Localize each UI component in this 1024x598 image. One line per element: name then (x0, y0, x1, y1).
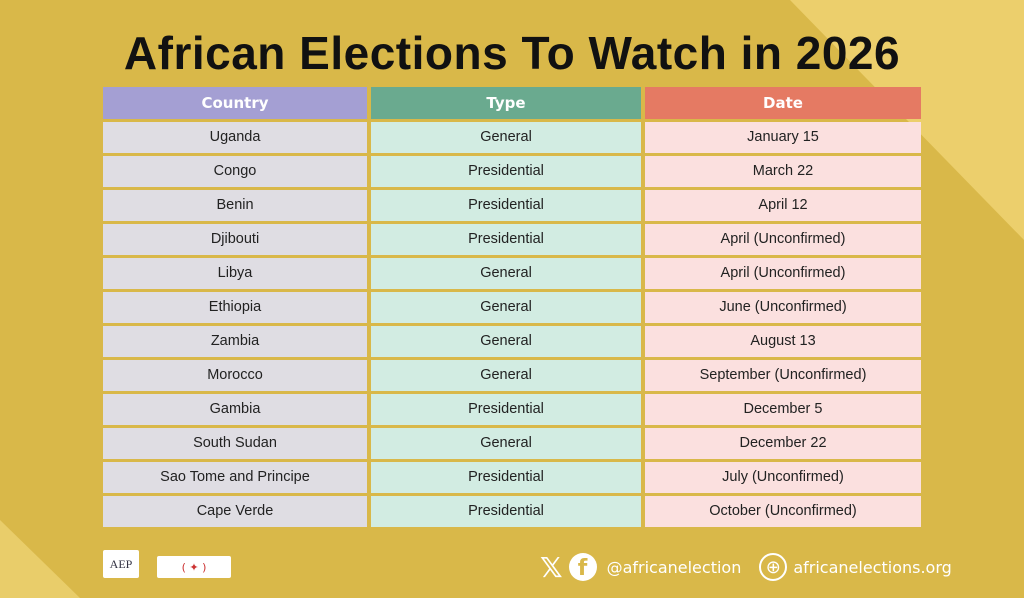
cell-date: December 22 (645, 428, 921, 459)
cell-date: October (Unconfirmed) (645, 496, 921, 527)
cell-date: April (Unconfirmed) (645, 224, 921, 255)
header-country: Country (103, 87, 367, 119)
cell-type: Presidential (371, 394, 641, 425)
cell-date: April (Unconfirmed) (645, 258, 921, 289)
cell-date: January 15 (645, 122, 921, 153)
aep-logo: AEP (103, 550, 139, 578)
cell-date: July (Unconfirmed) (645, 462, 921, 493)
elections-table: Country Type Date Uganda General January 1… (103, 87, 921, 527)
cell-type: General (371, 122, 641, 153)
cell-country: Libya (103, 258, 367, 289)
header-type: Type (371, 87, 641, 119)
cell-country: Benin (103, 190, 367, 221)
cell-type: General (371, 292, 641, 323)
cell-country: Cape Verde (103, 496, 367, 527)
facebook-icon[interactable]: f (568, 553, 597, 581)
penplusbytes-logo: ( ✦ ) (157, 556, 231, 578)
cell-country: Sao Tome and Principe (103, 462, 367, 493)
cell-date: September (Unconfirmed) (645, 360, 921, 391)
cell-type: General (371, 258, 641, 289)
cell-country: South Sudan (103, 428, 367, 459)
cell-type: General (371, 360, 641, 391)
cell-country: Zambia (103, 326, 367, 357)
header-date: Date (645, 87, 921, 119)
cell-country: Gambia (103, 394, 367, 425)
social-handle[interactable]: @africanelection (606, 557, 742, 577)
cell-country: Djibouti (103, 224, 367, 255)
cell-type: Presidential (371, 496, 641, 527)
cell-country: Congo (103, 156, 367, 187)
cell-type: Presidential (371, 224, 641, 255)
x-icon[interactable]: 𝕏 (540, 550, 563, 584)
cell-type: Presidential (371, 190, 641, 221)
cell-date: December 5 (645, 394, 921, 425)
cell-type: Presidential (371, 462, 641, 493)
website-link[interactable]: africanelections.org (793, 557, 952, 577)
cell-date: August 13 (645, 326, 921, 357)
cell-country: Ethiopia (103, 292, 367, 323)
cell-country: Morocco (103, 360, 367, 391)
social-links: 𝕏 f @africanelection ⊕ africanelections.… (540, 550, 952, 584)
cell-date: June (Unconfirmed) (645, 292, 921, 323)
cell-date: April 12 (645, 190, 921, 221)
cell-type: General (371, 326, 641, 357)
cell-country: Uganda (103, 122, 367, 153)
globe-icon: ⊕ (759, 553, 788, 581)
cell-type: Presidential (371, 156, 641, 187)
page-title: African Elections To Watch in 2026 (123, 27, 901, 79)
cell-date: March 22 (645, 156, 921, 187)
cell-type: General (371, 428, 641, 459)
